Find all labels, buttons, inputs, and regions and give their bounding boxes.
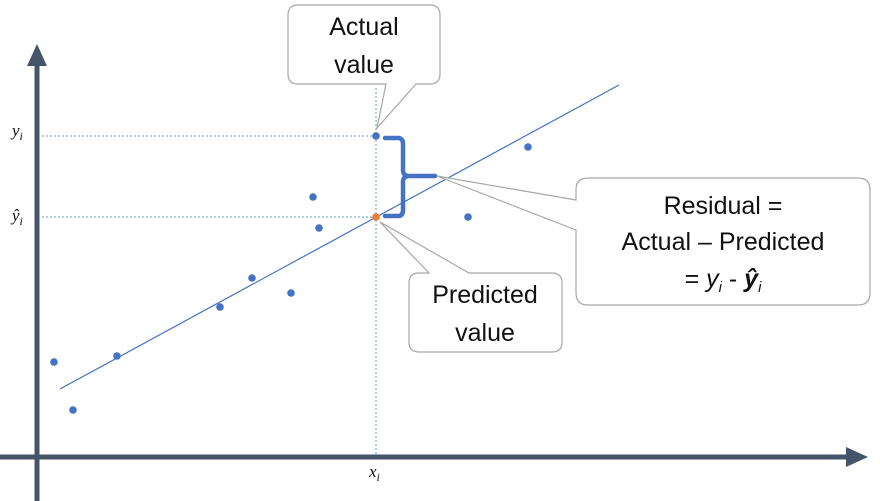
guide-lines bbox=[42, 88, 377, 455]
x-value-base: x bbox=[368, 462, 377, 481]
regression-line bbox=[59, 84, 620, 390]
callout-bubble bbox=[287, 4, 441, 131]
callout-predicted-value: Predicted value bbox=[379, 221, 563, 353]
callout-actual-value: Actual value bbox=[287, 4, 441, 131]
callout-predicted-line2: value bbox=[455, 319, 515, 347]
y-actual-sub: i bbox=[20, 129, 23, 143]
y-actual-label: yi bbox=[10, 121, 23, 143]
actual-point bbox=[372, 132, 380, 140]
callout-residual-line1: Residual = bbox=[664, 192, 783, 220]
data-point bbox=[113, 352, 121, 360]
axes bbox=[0, 44, 868, 501]
x-value-label: xi bbox=[368, 462, 380, 484]
curly-brace-icon bbox=[382, 135, 438, 219]
residual-equals: = bbox=[685, 265, 707, 293]
y-predicted-label: ŷi bbox=[10, 206, 23, 228]
callout-residual: Residual = Actual – Predicted = yi - ŷi bbox=[436, 175, 871, 306]
callout-actual-line1: Actual bbox=[329, 13, 398, 41]
data-point bbox=[315, 224, 323, 232]
residual-y: y bbox=[704, 265, 720, 293]
callout-residual-line3: = yi - ŷi bbox=[685, 265, 763, 296]
residual-yhat-sub: i bbox=[758, 279, 762, 296]
data-point bbox=[287, 289, 295, 297]
residual-yhat: ŷ bbox=[742, 265, 759, 293]
residual-minus: - bbox=[722, 265, 744, 293]
callout-residual-line2: Actual – Predicted bbox=[622, 228, 825, 256]
residual-y-sub: i bbox=[719, 279, 723, 296]
callout-actual-line2: value bbox=[334, 51, 394, 79]
y-actual-base: y bbox=[10, 121, 20, 140]
data-point bbox=[464, 213, 472, 221]
callout-bubble bbox=[379, 221, 563, 353]
callout-bubble bbox=[436, 175, 871, 306]
data-point bbox=[524, 143, 532, 151]
data-point bbox=[69, 406, 77, 414]
callout-predicted-line1: Predicted bbox=[432, 281, 538, 309]
data-points bbox=[50, 132, 532, 414]
y-predicted-sub: i bbox=[20, 214, 23, 228]
arrow-right-icon bbox=[846, 447, 868, 467]
data-point bbox=[309, 193, 317, 201]
data-point bbox=[50, 358, 58, 366]
x-value-sub: i bbox=[377, 470, 380, 484]
data-point bbox=[248, 274, 256, 282]
arrow-up-icon bbox=[27, 44, 47, 66]
predicted-point bbox=[372, 213, 380, 221]
y-predicted-base: ŷ bbox=[10, 206, 20, 225]
data-point bbox=[216, 303, 224, 311]
